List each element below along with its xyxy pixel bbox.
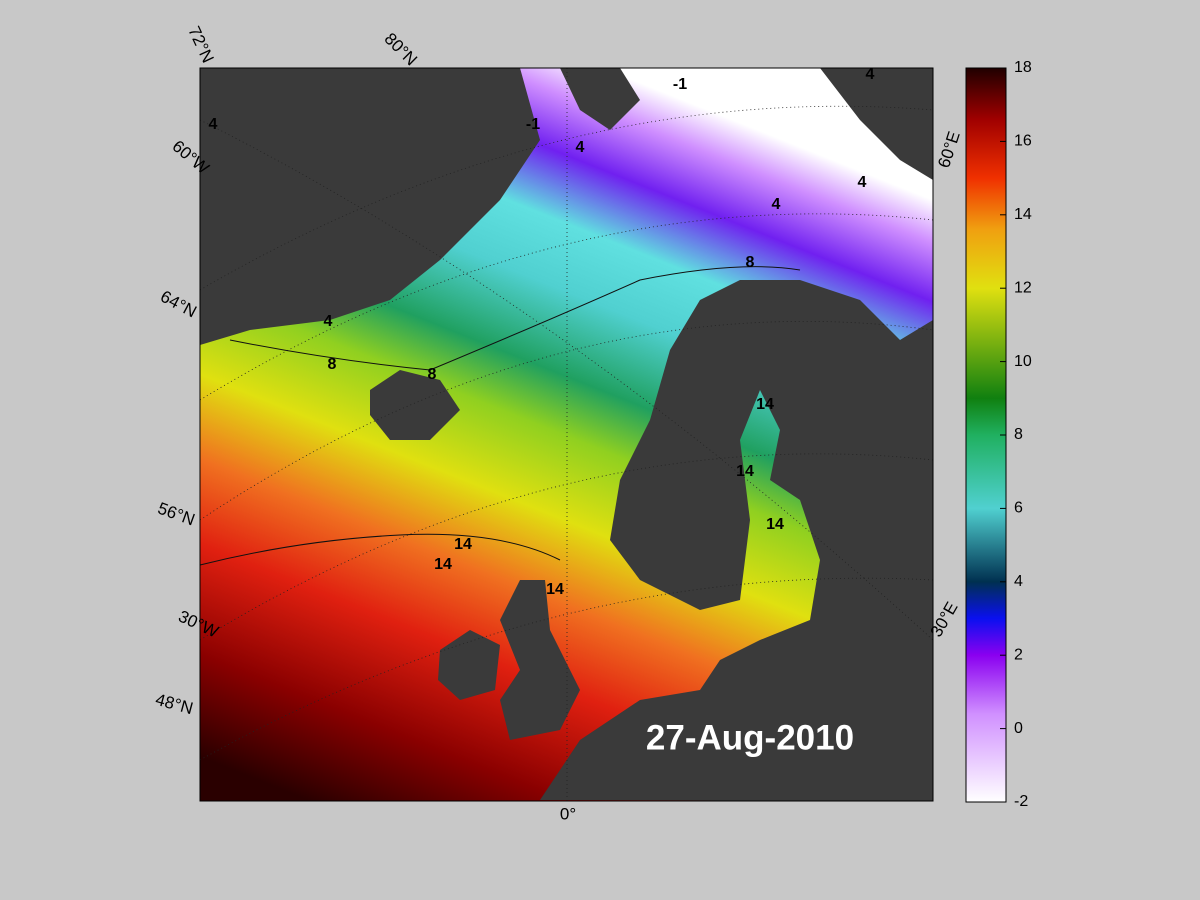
colorbar-tick-label: 6 [1014, 500, 1023, 517]
contour-label: 14 [546, 581, 564, 598]
graticule-label: 0° [560, 804, 576, 823]
ireland [438, 630, 500, 700]
contour-label: 8 [428, 366, 437, 383]
contour-line [199, 266, 801, 566]
contour-label: 14 [434, 556, 452, 573]
contour-label: 14 [766, 516, 784, 533]
graticule-label: 56°N [155, 499, 197, 530]
contour-label: -1 [673, 76, 687, 93]
contour-label: 4 [209, 116, 218, 133]
date-label: 27-Aug-2010 [646, 718, 854, 757]
contour-label: 4 [772, 196, 781, 213]
colorbar-tick-label: 14 [1014, 206, 1032, 223]
contour-label: 4 [866, 66, 875, 83]
graticule [199, 68, 934, 801]
contour-label: 14 [454, 536, 472, 553]
colorbar [965, 67, 1007, 803]
graticule-label: 64°N [157, 287, 199, 322]
contour-label: 4 [324, 313, 333, 330]
colorbar-tick-label: 8 [1014, 426, 1023, 443]
colorbar-tick-label: -2 [1014, 793, 1028, 810]
arctic-land [560, 68, 640, 130]
contour-label: 14 [756, 396, 774, 413]
contour-label: 8 [746, 254, 755, 271]
novaya-zemlya [820, 68, 933, 180]
contour-label: 14 [736, 463, 754, 480]
graticule-label: 60°E [934, 129, 964, 170]
colorbar-tick-label: 12 [1014, 279, 1032, 296]
map: 27-Aug-2010 [199, 67, 934, 802]
colorbar-tick-label: 10 [1014, 353, 1032, 370]
graticule-label: 48°N [153, 690, 195, 718]
contour-label: 4 [576, 139, 585, 156]
graticule-label: 80°N [381, 29, 421, 69]
map-frame [199, 67, 934, 802]
contour-label: 8 [328, 356, 337, 373]
greenland [200, 68, 540, 345]
colorbar-tick-label: 18 [1014, 59, 1032, 76]
scandinavia-russia [540, 280, 933, 801]
colorbar-tick-label: 0 [1014, 720, 1023, 737]
colorbar-tick-label: 4 [1014, 573, 1023, 590]
great-britain [500, 580, 580, 740]
iceland [370, 370, 460, 440]
contour-label: -1 [526, 116, 540, 133]
graticule-label: 72°N [184, 23, 217, 65]
contour-label: 4 [858, 174, 867, 191]
colorbar-tick-label: 16 [1014, 133, 1032, 150]
colorbar-tick-label: 2 [1014, 646, 1023, 663]
